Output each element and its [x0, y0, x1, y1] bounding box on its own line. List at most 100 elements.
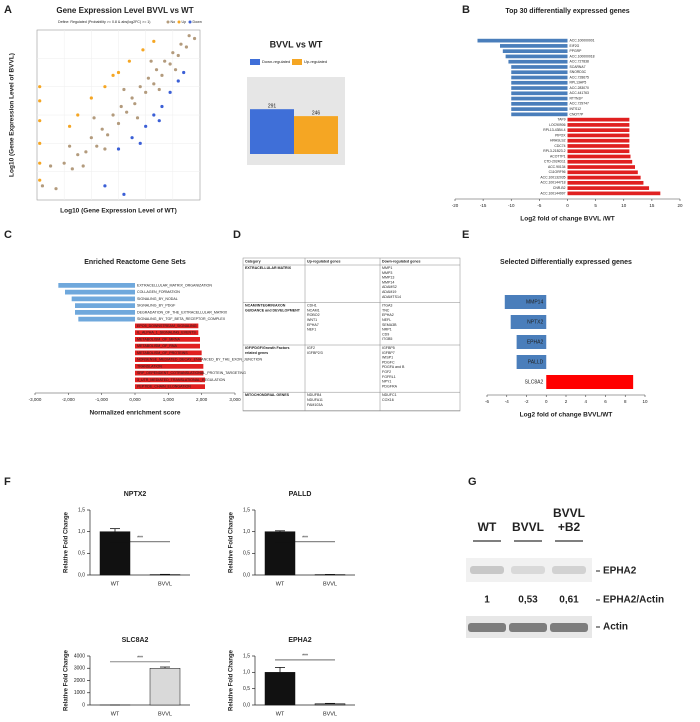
x-tick-label: -1,000 [95, 397, 108, 402]
data-label: 246 [312, 110, 321, 116]
category-label: ACC.100000001 [570, 39, 595, 43]
x-tick-label: 1,000 [163, 397, 175, 402]
category-label: METABOLISM_OF_MRNA [137, 337, 180, 341]
y-axis-label: Relative Fold Change [229, 511, 235, 573]
bar [511, 112, 568, 117]
point [144, 90, 148, 94]
bar [75, 303, 135, 308]
ratio-label: EPHA2/Actin [603, 595, 664, 606]
x-tick-label: -2 [524, 399, 528, 404]
bar [314, 703, 346, 706]
table-up-gene: CDH1 [307, 304, 317, 308]
legend-label: Up-regulated [304, 59, 327, 64]
panel-label: B [462, 4, 470, 16]
category-label: TRANSLATION [137, 364, 162, 368]
x-tick-label: 20 [677, 203, 683, 208]
point [116, 70, 121, 75]
chart-title: BVVL vs WT [270, 39, 323, 49]
category-label: IL_ALPHA_1_SIGNALING_EVENTS [137, 331, 196, 335]
panel-label: D [233, 229, 241, 241]
legend-swatch [188, 20, 192, 24]
note: Define: Regulated (Probability >= 0.8 & … [58, 20, 151, 24]
point [76, 153, 80, 157]
x-tick-label: 8 [624, 399, 627, 404]
table-down-gene: ADAM19 [382, 290, 396, 294]
point [70, 167, 74, 171]
table-down-gene: NPY1 [382, 380, 391, 384]
legend-label: No [171, 20, 176, 24]
table-down-gene: MMP3 [382, 271, 392, 275]
bar [567, 170, 638, 175]
legend-label: Down-regulated [262, 59, 290, 64]
bar [135, 330, 199, 335]
x-tick-label: BVVL [323, 581, 337, 587]
table-frame [242, 257, 461, 412]
table-up-gene: WNT1 [307, 318, 317, 322]
bar [78, 316, 135, 322]
y-tick-label: 0,5 [243, 686, 250, 692]
x-tick-label: 10 [642, 399, 648, 404]
bar [135, 323, 199, 329]
x-tick-label: -20 [452, 203, 459, 208]
bar [567, 133, 630, 138]
category-label: PPGRP [570, 49, 583, 53]
panel-label: G [468, 476, 477, 488]
table-down-gene: ITGB5 [382, 337, 392, 341]
x-tick-label: WT [276, 711, 285, 717]
x-tick-label: -15 [480, 203, 487, 208]
bar [294, 116, 338, 154]
panel-label: C [4, 229, 12, 241]
bar [511, 107, 568, 111]
chart-title: Gene Expression Level BVVL vs WT [56, 6, 193, 15]
table-down-gene: NRP1 [382, 328, 392, 332]
table-header: Up-regulated genes [307, 259, 341, 263]
table-up-gene: IGFBP2/3 [307, 351, 323, 355]
point [54, 187, 58, 191]
point [138, 85, 142, 89]
category-label: COLLAGEN_FORMATION [137, 290, 180, 294]
point [149, 59, 153, 63]
bar [511, 86, 568, 90]
x-tick-label: 10 [621, 203, 627, 208]
point [89, 136, 93, 140]
table-up-gene: FAM103A [307, 403, 323, 407]
chart-title: EPHA2 [288, 637, 311, 644]
x-axis-label: Log10 (Gene Expression Level of WT) [60, 208, 177, 215]
table-down-gene: MMP14 [382, 280, 394, 284]
significance-label: *** [137, 536, 143, 542]
category-label: ACC.100000018 [570, 54, 595, 58]
point [38, 99, 42, 103]
category-label: SIGNALING_BY_TGF_BETA_RECEPTOR_COMPLEX [137, 317, 226, 321]
category-label: RPL3-21B23.2 [543, 149, 565, 153]
bar [135, 377, 205, 383]
point [81, 164, 85, 168]
panel-label: F [4, 476, 11, 488]
point [38, 161, 42, 165]
category-label: ACC.90134 [548, 165, 566, 169]
bar [504, 295, 547, 309]
bar [149, 668, 181, 706]
point [40, 184, 45, 188]
error-bar [275, 530, 285, 532]
y-axis-label: Log10 (Gene Expression Level of BVVL) [9, 53, 16, 177]
point [184, 45, 189, 49]
x-tick-label: 2,000 [196, 397, 208, 402]
table-down-gene: EPHA2 [382, 313, 394, 317]
point [106, 133, 110, 137]
category-label: ACC.100144997 [540, 191, 565, 195]
chart-title: SLC8A2 [122, 637, 149, 644]
bar [264, 672, 296, 706]
x-axis-label: Normalized enrichment score [89, 410, 180, 417]
category-label: CTD-2024D11 [544, 160, 566, 164]
x-tick-label: -4 [505, 399, 509, 404]
bar [505, 54, 568, 59]
category-label: METABOLISM_OF_PROTEINS [137, 351, 188, 355]
x-tick-label: 15 [649, 203, 655, 208]
category-label: SCARNA7 [570, 65, 586, 69]
point [163, 59, 167, 63]
table-down-gene: IGFBP7 [382, 351, 395, 355]
bar [567, 191, 661, 196]
point [100, 127, 104, 131]
point [48, 164, 53, 168]
bar [511, 75, 568, 80]
